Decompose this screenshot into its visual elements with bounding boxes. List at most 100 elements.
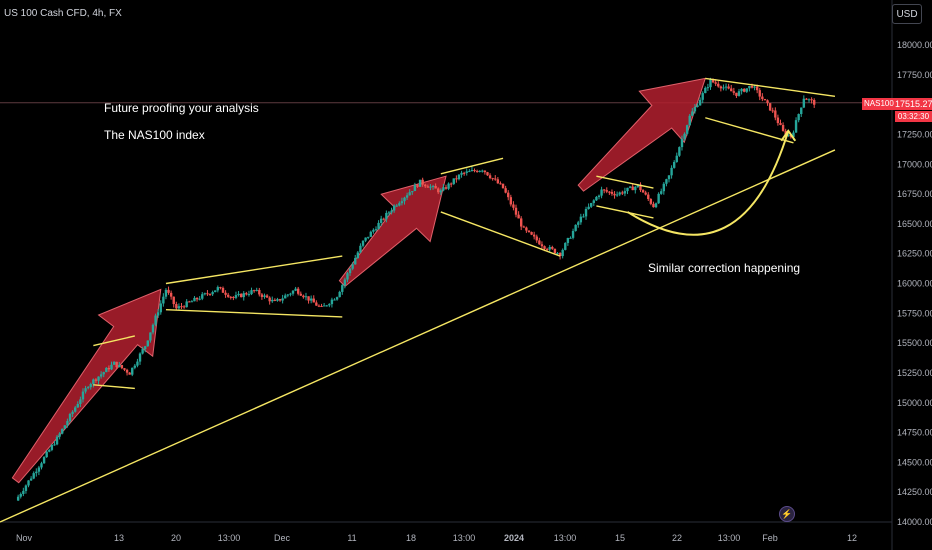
candle-body — [118, 364, 121, 367]
candle-body — [514, 207, 518, 215]
candle-body — [167, 289, 170, 293]
candle-body — [361, 240, 365, 246]
symbol-title[interactable]: US 100 Cash CFD, 4h, FX — [4, 8, 122, 19]
candle-body — [128, 372, 131, 375]
candle-body — [286, 294, 290, 296]
candle-body — [693, 106, 697, 112]
candle-body — [177, 306, 181, 309]
candle-body — [232, 296, 235, 298]
candle-body — [709, 79, 712, 88]
candle-body — [688, 115, 691, 126]
candle-body — [605, 190, 608, 192]
candle-body — [63, 425, 67, 429]
candle-body — [623, 191, 627, 194]
candle-body — [737, 91, 741, 96]
candle-body — [333, 299, 336, 301]
candle-body — [647, 194, 650, 200]
candle-body — [405, 195, 409, 198]
candle-body — [260, 294, 264, 297]
x-tick-label: 22 — [672, 533, 682, 543]
range-2-bottom — [440, 211, 561, 257]
bar-countdown-label: 03:32:30 — [895, 111, 932, 122]
candle-body — [255, 289, 258, 291]
candle-body — [61, 428, 64, 434]
candle-body — [558, 252, 562, 257]
x-tick-label: 11 — [347, 533, 356, 543]
candle-body — [359, 245, 362, 253]
candle-body — [330, 299, 334, 305]
candle-body — [698, 99, 702, 106]
candle-body — [571, 230, 575, 238]
candle-body — [281, 298, 284, 301]
candle-body — [193, 297, 196, 302]
candle-body — [224, 292, 227, 295]
candle-body — [641, 190, 645, 193]
candle-body — [665, 179, 668, 184]
candle-body — [379, 218, 383, 223]
candle-body — [802, 98, 806, 108]
candle-body — [452, 178, 455, 184]
candle-body — [434, 185, 437, 189]
candle-body — [758, 90, 761, 97]
candle-body — [636, 184, 640, 187]
y-tick-label: 15000.00 — [897, 398, 932, 408]
y-tick-label: 14000.00 — [897, 517, 932, 527]
candle-body — [416, 185, 419, 187]
candle-body — [797, 114, 800, 121]
candle-body — [719, 86, 723, 89]
candle-body — [234, 295, 238, 298]
candle-body — [742, 88, 746, 92]
candle-body — [291, 290, 295, 294]
candle-body — [639, 184, 642, 191]
x-tick-label: Nov — [16, 533, 33, 543]
candle-body — [237, 293, 240, 296]
candle-body — [473, 170, 476, 172]
candle-body — [374, 229, 378, 231]
candle-body — [19, 494, 22, 497]
candle-body — [421, 179, 424, 185]
candle-body — [654, 203, 658, 208]
candle-body — [97, 376, 100, 381]
x-tick-label: 13:00 — [218, 533, 241, 543]
candle-body — [252, 290, 256, 292]
candle-body — [566, 238, 570, 243]
candle-body — [335, 297, 339, 300]
candle-body — [600, 189, 603, 196]
candle-body — [203, 293, 207, 295]
candle-body — [133, 365, 137, 368]
candle-body — [626, 187, 629, 192]
candle-body — [631, 186, 634, 191]
candle-body — [289, 293, 292, 295]
y-tick-label: 16750.00 — [897, 189, 932, 199]
lightning-bolt-icon[interactable]: ⚡ — [779, 506, 795, 522]
candle-body — [367, 236, 370, 238]
candle-body — [437, 188, 440, 193]
candle-body — [810, 99, 813, 101]
currency-button[interactable]: USD — [892, 4, 922, 24]
candle-body — [766, 100, 769, 104]
candle-body — [343, 279, 347, 286]
candle-body — [221, 287, 225, 293]
candle-body — [245, 293, 248, 295]
candle-body — [442, 187, 445, 191]
candle-body — [685, 125, 689, 134]
range-2-top — [440, 157, 504, 175]
candle-body — [706, 87, 710, 89]
candle-body — [226, 294, 230, 297]
candle-body — [102, 372, 105, 375]
x-tick-label: 13:00 — [718, 533, 741, 543]
candle-body — [750, 85, 754, 88]
symbol-tag: NAS100 — [862, 98, 896, 110]
candle-body — [125, 369, 129, 373]
x-tick-label: 13:00 — [453, 533, 476, 543]
candle-body — [462, 172, 466, 174]
candle-body — [465, 171, 468, 173]
candle-body — [501, 183, 505, 189]
candle-body — [172, 296, 175, 305]
candle-body — [27, 480, 30, 486]
candle-body — [740, 88, 743, 92]
candle-body — [304, 296, 308, 298]
candle-body — [613, 193, 616, 196]
x-tick-label: 13 — [114, 533, 124, 543]
